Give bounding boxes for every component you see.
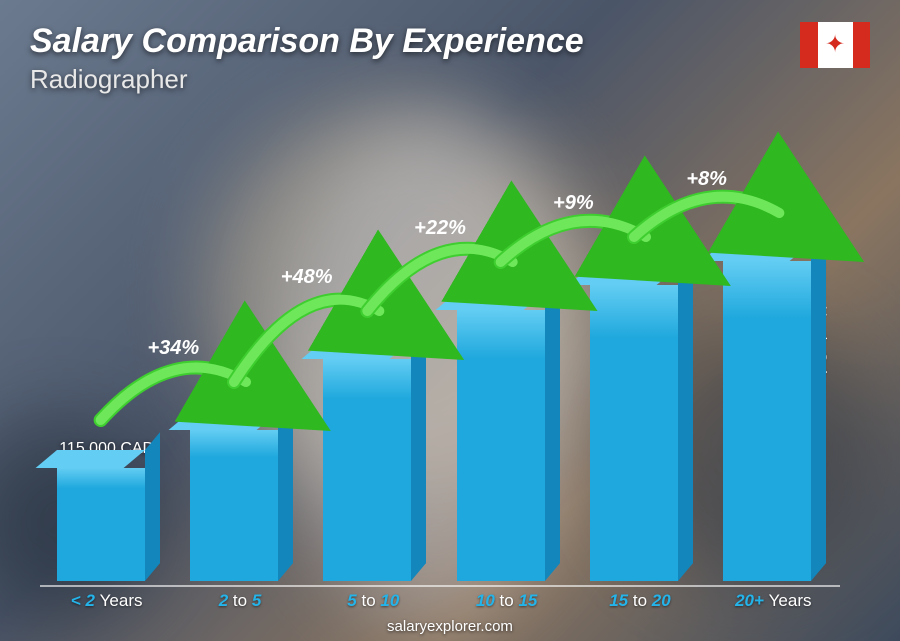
bar-front-face xyxy=(190,430,278,581)
chart-subtitle: Radiographer xyxy=(30,64,188,95)
bar-body xyxy=(723,261,823,581)
flag-band-left xyxy=(800,22,818,68)
bar-1: 154,000 CAD xyxy=(180,402,300,581)
footer-credit: salaryexplorer.com xyxy=(0,618,900,635)
x-axis-label: 5 to 10 xyxy=(313,587,433,609)
bar-body xyxy=(323,359,423,581)
bar-front-face xyxy=(457,310,545,581)
maple-leaf-icon: ✦ xyxy=(825,33,845,57)
bar-side-face xyxy=(811,225,826,581)
chart-title: Salary Comparison By Experience xyxy=(30,22,584,61)
bar-top-face xyxy=(302,341,411,359)
bar-side-face xyxy=(411,323,426,581)
bar-side-face xyxy=(278,394,293,581)
bar-side-face xyxy=(145,432,160,581)
bar-5: 327,000 CAD xyxy=(713,233,833,581)
bar-top-face xyxy=(435,292,544,310)
x-axis-label: 10 to 15 xyxy=(447,587,567,609)
bar-body xyxy=(590,285,690,581)
flag-band-center: ✦ xyxy=(818,22,853,68)
bar-body xyxy=(57,468,157,581)
x-axis-label: < 2 Years xyxy=(47,587,167,609)
bar-front-face xyxy=(57,468,145,581)
bar-top-face xyxy=(569,267,678,285)
bar-top-face xyxy=(702,243,811,261)
bar-0: 115,000 CAD xyxy=(47,440,167,581)
x-axis-label: 2 to 5 xyxy=(180,587,300,609)
x-axis: < 2 Years 2 to 5 5 to 10 10 to 15 15 to 20 20… xyxy=(40,585,840,609)
bar-side-face xyxy=(545,274,560,581)
x-axis-label: 15 to 20 xyxy=(580,587,700,609)
bar-chart: 115,000 CAD154,000 CAD227,000 CAD277,000… xyxy=(40,140,840,581)
chart-canvas: Salary Comparison By Experience Radiogra… xyxy=(0,0,900,641)
flag-band-right xyxy=(853,22,871,68)
bar-top-face xyxy=(169,412,278,430)
bar-front-face xyxy=(590,285,678,581)
x-axis-label: 20+ Years xyxy=(713,587,833,609)
bar-body xyxy=(190,430,290,581)
bar-front-face xyxy=(723,261,811,581)
bar-2: 227,000 CAD xyxy=(313,331,433,581)
bar-4: 302,000 CAD xyxy=(580,257,700,581)
bar-front-face xyxy=(323,359,411,581)
bar-side-face xyxy=(678,249,693,581)
bar-body xyxy=(457,310,557,581)
flag-canada: ✦ xyxy=(800,22,870,68)
bar-3: 277,000 CAD xyxy=(447,282,567,581)
bar-top-face xyxy=(35,450,144,468)
